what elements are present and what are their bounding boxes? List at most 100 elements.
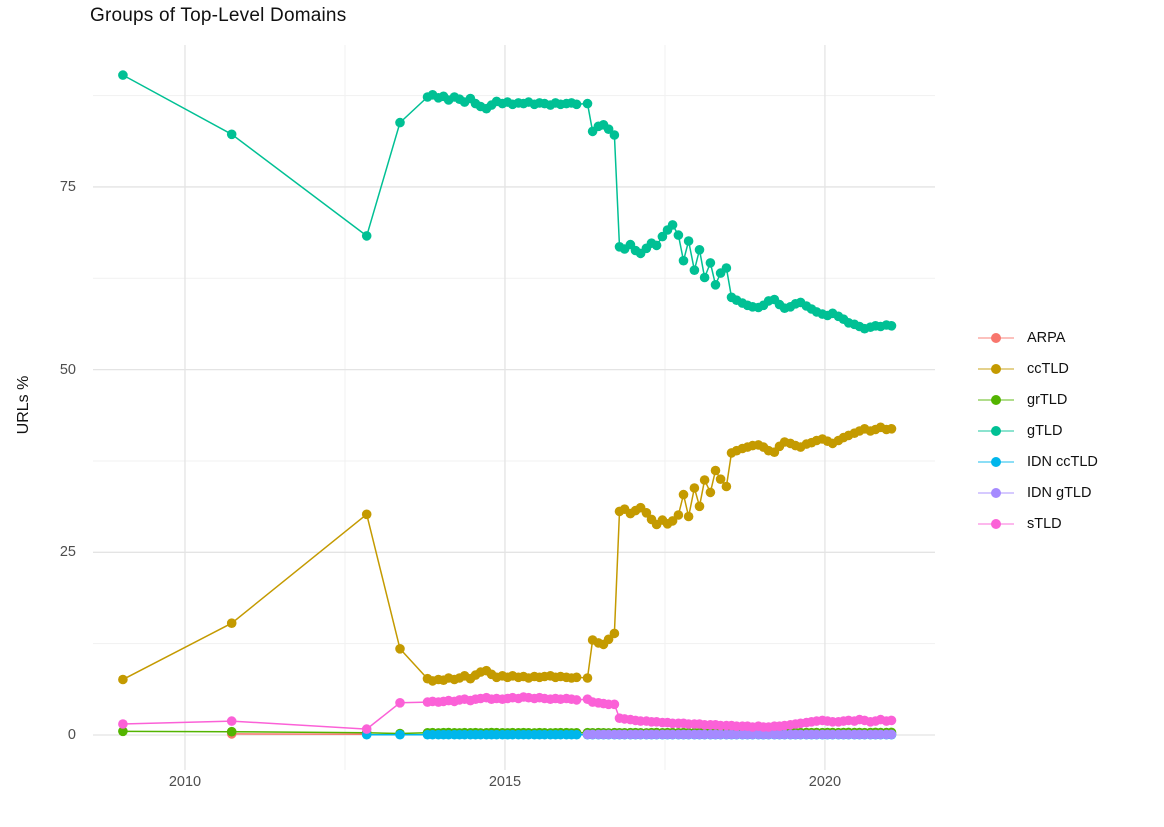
data-point bbox=[118, 726, 128, 737]
legend: ARPA ccTLD grTLD gTLD IDN ccTLD IDN gTLD sTLD bbox=[978, 322, 1098, 539]
data-point bbox=[651, 240, 662, 251]
data-point bbox=[694, 245, 705, 255]
data-point bbox=[705, 487, 716, 498]
data-point bbox=[609, 628, 620, 639]
data-point bbox=[609, 130, 620, 140]
legend-item-label: ccTLD bbox=[1027, 360, 1069, 377]
legend-item-label: ARPA bbox=[1027, 329, 1066, 346]
legend-key-icon bbox=[978, 446, 1014, 477]
data-point bbox=[571, 695, 582, 705]
y-tick-label: 0 bbox=[67, 726, 76, 743]
y-tick-label: 50 bbox=[59, 361, 76, 378]
data-point bbox=[603, 634, 614, 645]
data-point bbox=[226, 716, 237, 726]
data-point bbox=[886, 729, 897, 740]
data-point bbox=[683, 236, 694, 246]
data-point bbox=[678, 489, 689, 500]
data-point bbox=[667, 220, 678, 230]
legend-item-idn-gtld: IDN gTLD bbox=[978, 477, 1098, 508]
data-point bbox=[673, 230, 684, 240]
data-point bbox=[710, 280, 721, 290]
data-point bbox=[118, 719, 128, 729]
data-point bbox=[582, 673, 593, 683]
data-point bbox=[118, 70, 128, 80]
legend-item-arpa: ARPA bbox=[978, 322, 1098, 353]
chart-title: Groups of Top-Level Domains bbox=[90, 5, 347, 26]
data-point bbox=[689, 483, 700, 493]
data-point bbox=[673, 510, 684, 520]
legend-item-grtld: grTLD bbox=[978, 384, 1098, 415]
data-point bbox=[395, 729, 405, 740]
y-axis-title: URLs % bbox=[15, 375, 32, 435]
legend-item-label: IDN ccTLD bbox=[1027, 453, 1098, 470]
data-point bbox=[395, 698, 405, 708]
data-point bbox=[226, 618, 237, 628]
legend-key-icon bbox=[978, 477, 1014, 508]
data-point bbox=[721, 263, 732, 273]
data-point bbox=[683, 511, 694, 522]
data-point bbox=[699, 475, 710, 485]
legend-item-cctld: ccTLD bbox=[978, 353, 1098, 384]
legend-key-icon bbox=[978, 384, 1014, 415]
data-point bbox=[694, 501, 705, 512]
data-point bbox=[699, 272, 710, 283]
data-point bbox=[678, 255, 689, 266]
data-point bbox=[641, 508, 652, 518]
data-point bbox=[886, 321, 897, 331]
gridlines bbox=[93, 45, 935, 770]
data-point bbox=[226, 726, 237, 737]
data-point bbox=[361, 231, 372, 241]
y-tick-label: 25 bbox=[59, 544, 76, 561]
data-point bbox=[118, 674, 128, 685]
series-line-gtld bbox=[122, 74, 892, 330]
legend-item-idn-cctld: IDN ccTLD bbox=[978, 446, 1098, 477]
data-point bbox=[705, 258, 716, 268]
data-point bbox=[886, 424, 897, 434]
x-tick-label: 2020 bbox=[808, 774, 842, 790]
legend-item-gtld: gTLD bbox=[978, 415, 1098, 446]
data-point bbox=[361, 724, 372, 734]
legend-key-dot bbox=[991, 487, 1001, 498]
series-cctld bbox=[118, 422, 897, 686]
data-point bbox=[571, 672, 582, 683]
data-point bbox=[361, 509, 372, 520]
legend-item-stld: sTLD bbox=[978, 508, 1098, 539]
legend-key-dot bbox=[991, 425, 1001, 436]
series-stld bbox=[118, 692, 897, 734]
legend-key-dot bbox=[991, 394, 1001, 405]
data-point bbox=[657, 231, 668, 242]
series-arpa bbox=[226, 729, 372, 740]
data-point bbox=[603, 124, 614, 134]
legend-key-dot bbox=[991, 363, 1001, 374]
data-point bbox=[571, 99, 582, 110]
legend-key-icon bbox=[978, 415, 1014, 446]
data-point bbox=[721, 481, 732, 492]
data-point bbox=[689, 265, 700, 276]
data-point bbox=[571, 729, 582, 740]
data-point bbox=[710, 465, 721, 476]
legend-item-label: sTLD bbox=[1027, 515, 1062, 532]
legend-item-label: gTLD bbox=[1027, 422, 1063, 439]
data-point bbox=[667, 516, 678, 526]
data-point bbox=[715, 474, 726, 485]
x-tick-label: 2015 bbox=[488, 774, 522, 790]
series-gtld bbox=[118, 70, 897, 334]
data-point bbox=[582, 98, 593, 109]
legend-key-dot bbox=[991, 518, 1001, 529]
legend-key-icon bbox=[978, 322, 1014, 353]
series-line-cctld bbox=[122, 426, 892, 682]
legend-key-icon bbox=[978, 508, 1014, 539]
data-point bbox=[226, 129, 237, 140]
legend-key-dot bbox=[991, 456, 1001, 467]
legend-item-label: grTLD bbox=[1027, 391, 1068, 408]
data-point bbox=[886, 715, 897, 726]
legend-key-dot bbox=[991, 332, 1001, 343]
data-point bbox=[395, 117, 405, 128]
data-point bbox=[609, 699, 620, 710]
legend-key-icon bbox=[978, 353, 1014, 384]
series-idn-gtld bbox=[582, 729, 897, 740]
legend-item-label: IDN gTLD bbox=[1027, 484, 1092, 501]
y-tick-label: 75 bbox=[59, 178, 76, 195]
